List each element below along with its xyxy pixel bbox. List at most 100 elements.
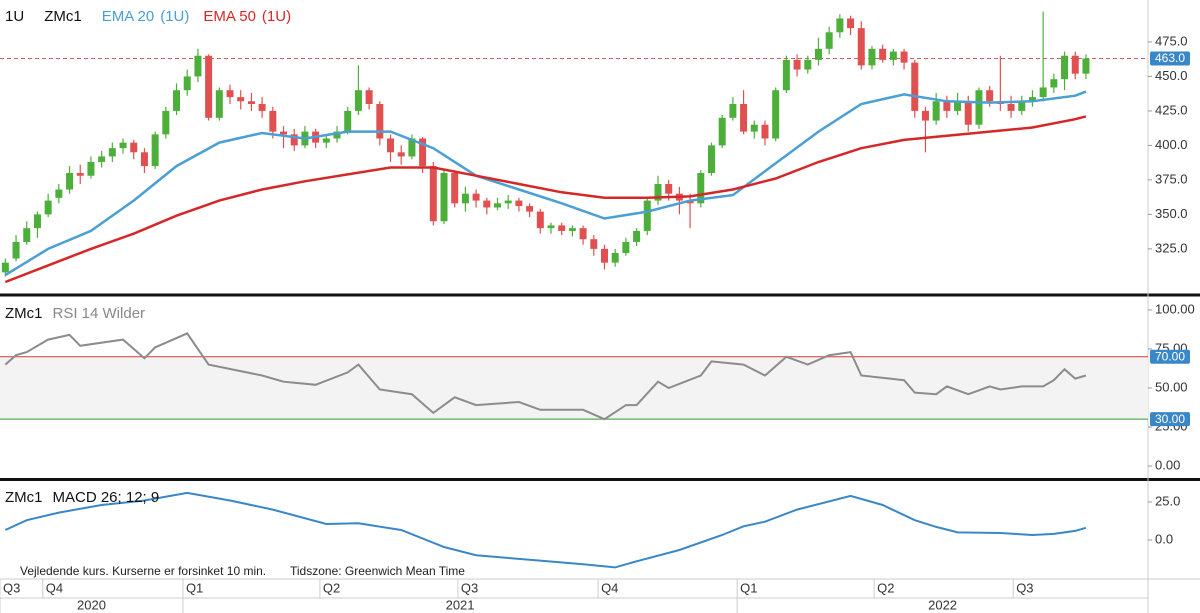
candle-body bbox=[461, 193, 469, 204]
candle-body bbox=[707, 145, 715, 173]
y-tick-label: 0.00 bbox=[1155, 457, 1180, 472]
candle-body bbox=[782, 59, 790, 91]
candle-body bbox=[804, 59, 812, 70]
candle-body bbox=[954, 101, 962, 111]
candle-body bbox=[975, 90, 983, 125]
year-label: 2020 bbox=[77, 597, 106, 612]
candle-body bbox=[247, 101, 255, 105]
candle-body bbox=[1, 262, 9, 273]
y-tick-label: 100.00 bbox=[1155, 301, 1195, 316]
candle-body bbox=[354, 90, 362, 111]
candle-body bbox=[547, 225, 555, 229]
candle-body bbox=[526, 206, 534, 212]
candle-body bbox=[98, 156, 106, 162]
candle-body bbox=[964, 101, 972, 125]
candle-body bbox=[622, 241, 630, 253]
candle-body bbox=[900, 51, 908, 63]
candle-body bbox=[87, 161, 95, 176]
candle-body bbox=[376, 104, 384, 139]
indicator-name: MACD 26; 12; 9 bbox=[53, 489, 160, 506]
candle-body bbox=[55, 189, 63, 198]
candle-body bbox=[1082, 58, 1090, 74]
panel-title: ZMc1 bbox=[44, 8, 82, 25]
x-tick-label: Q2 bbox=[877, 580, 894, 595]
legend-interval: (1U) bbox=[160, 8, 189, 25]
candle-body bbox=[814, 48, 822, 60]
indicator-line bbox=[4, 491, 1087, 569]
interval-label: 1U bbox=[5, 8, 24, 25]
y-tick-label: 0.0 bbox=[1155, 531, 1173, 546]
candle-body bbox=[718, 117, 726, 146]
candle-body bbox=[943, 101, 951, 111]
x-tick-label: Q4 bbox=[601, 580, 618, 595]
plot-area bbox=[0, 332, 1148, 421]
candle-body bbox=[194, 55, 202, 77]
candle-body bbox=[237, 97, 245, 102]
x-tick-label: Q3 bbox=[3, 580, 20, 595]
legend-name: EMA 50 bbox=[203, 8, 256, 25]
level-band bbox=[0, 356, 1148, 420]
candle-body bbox=[504, 200, 512, 204]
y-tick-label: 350.0 bbox=[1155, 206, 1188, 221]
candle-body bbox=[793, 59, 801, 70]
indicator-name: RSI 14 Wilder bbox=[53, 305, 146, 322]
panel-title: ZMc1 bbox=[5, 305, 43, 322]
plot-area bbox=[0, 11, 1148, 284]
candle-body bbox=[108, 148, 116, 157]
candle-body bbox=[654, 184, 662, 201]
y-tick-label: 375.0 bbox=[1155, 171, 1188, 186]
candle-body bbox=[600, 248, 608, 263]
candle-body bbox=[1050, 79, 1058, 88]
candle-body bbox=[130, 142, 138, 153]
candle-body bbox=[162, 110, 170, 135]
y-tick-label: 425.0 bbox=[1155, 102, 1188, 117]
candle-body bbox=[494, 203, 502, 208]
candle-body bbox=[1007, 104, 1015, 111]
x-tick-label: Q3 bbox=[1016, 580, 1033, 595]
last-price-box bbox=[1150, 51, 1190, 66]
candle-body bbox=[868, 48, 876, 66]
disclaimer: Vejledende kurs. Kurserne er forsinket 1… bbox=[20, 564, 266, 578]
candle-body bbox=[1039, 87, 1047, 98]
candle-body bbox=[921, 110, 929, 121]
candle-body bbox=[183, 76, 191, 91]
candle-body bbox=[889, 51, 897, 60]
last-price-label: 463.0 bbox=[1155, 51, 1185, 65]
panel-title: ZMc1 bbox=[5, 489, 43, 506]
level-label-box bbox=[1150, 412, 1190, 427]
indicator-line bbox=[4, 90, 1087, 277]
candle-body bbox=[76, 172, 84, 176]
candle-body bbox=[568, 228, 576, 231]
legend-name: EMA 20 bbox=[102, 8, 155, 25]
candle-body bbox=[911, 62, 919, 111]
level-label: 30.00 bbox=[1155, 412, 1185, 426]
candle-body bbox=[290, 134, 298, 146]
candle-body bbox=[590, 239, 598, 249]
candle-body bbox=[558, 225, 566, 231]
candle-body bbox=[847, 18, 855, 29]
candle-body bbox=[665, 184, 673, 194]
candle-body bbox=[173, 90, 181, 111]
candle-body bbox=[697, 172, 705, 204]
candle-body bbox=[1071, 55, 1079, 74]
y-tick-label: 50.00 bbox=[1155, 379, 1188, 394]
x-tick-label: Q1 bbox=[186, 580, 203, 595]
candle-body bbox=[1028, 97, 1036, 102]
candle-body bbox=[140, 152, 148, 167]
legend-interval: (1U) bbox=[262, 8, 291, 25]
indicator-line bbox=[4, 332, 1087, 421]
level-label: 70.00 bbox=[1155, 349, 1185, 363]
candle-body bbox=[986, 90, 994, 102]
candle-body bbox=[23, 228, 31, 242]
y-tick-label: 475.0 bbox=[1155, 33, 1188, 48]
candle-body bbox=[515, 200, 523, 207]
candle-body bbox=[119, 142, 127, 149]
candle-body bbox=[258, 104, 266, 111]
x-tick-label: Q1 bbox=[740, 580, 757, 595]
candle-body bbox=[397, 152, 405, 157]
candle-body bbox=[643, 200, 651, 231]
year-label: 2021 bbox=[446, 597, 475, 612]
candle-body bbox=[1018, 101, 1026, 111]
x-tick-label: Q3 bbox=[461, 580, 478, 595]
candle-body bbox=[215, 90, 223, 118]
